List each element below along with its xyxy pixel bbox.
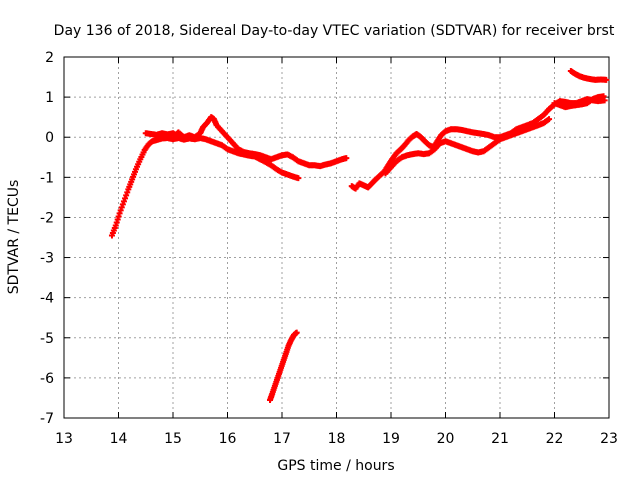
x-tick-label: 20: [437, 431, 455, 447]
data-point: [117, 207, 124, 214]
series-segment-c: [267, 329, 300, 403]
data-point: [119, 201, 126, 208]
y-tick-label: -1: [40, 170, 54, 186]
y-tick-label: -3: [40, 251, 54, 267]
data-marks: [108, 68, 610, 403]
data-point: [120, 198, 127, 205]
x-tick-label: 15: [164, 431, 182, 447]
chart-title: Day 136 of 2018, Sidereal Day-to-day VTE…: [54, 23, 615, 39]
series-segment-b: [142, 114, 350, 170]
x-tick-label: 19: [382, 431, 400, 447]
data-point: [293, 329, 300, 336]
y-tick-label: 0: [45, 130, 54, 146]
data-point: [124, 189, 131, 196]
y-tick-label: -6: [40, 371, 54, 387]
series-segment-g: [567, 68, 610, 83]
data-point: [601, 97, 608, 104]
data-point: [118, 204, 125, 211]
data-point: [600, 93, 607, 100]
y-tick-label: -4: [40, 291, 54, 307]
series-segment-f: [551, 93, 607, 111]
x-tick-label: 17: [273, 431, 291, 447]
x-tick-label: 21: [491, 431, 509, 447]
data-point: [123, 192, 130, 199]
x-tick-label: 18: [328, 431, 346, 447]
grid: [64, 57, 609, 418]
data-point: [603, 76, 610, 83]
x-tick-label: 22: [546, 431, 564, 447]
series-segment-a: [108, 135, 302, 239]
data-point: [546, 116, 553, 123]
y-tick-label: 2: [45, 50, 54, 66]
series-segment-d: [348, 96, 608, 192]
data-point: [343, 155, 350, 162]
y-tick-label: 1: [45, 90, 54, 106]
y-axis-label: SDTVAR / TECUs: [6, 180, 22, 295]
y-tick-label: -2: [40, 210, 54, 226]
data-point: [295, 175, 302, 182]
x-axis-label: GPS time / hours: [277, 458, 394, 474]
x-tick-label: 16: [219, 431, 237, 447]
x-tick-label: 13: [55, 431, 73, 447]
data-point: [122, 195, 129, 202]
y-tick-label: -5: [40, 331, 54, 347]
x-tick-label: 23: [600, 431, 618, 447]
series-segment-e: [382, 116, 553, 177]
y-tick-label: -7: [40, 411, 54, 427]
data-point: [116, 210, 123, 217]
x-tick-label: 14: [110, 431, 128, 447]
